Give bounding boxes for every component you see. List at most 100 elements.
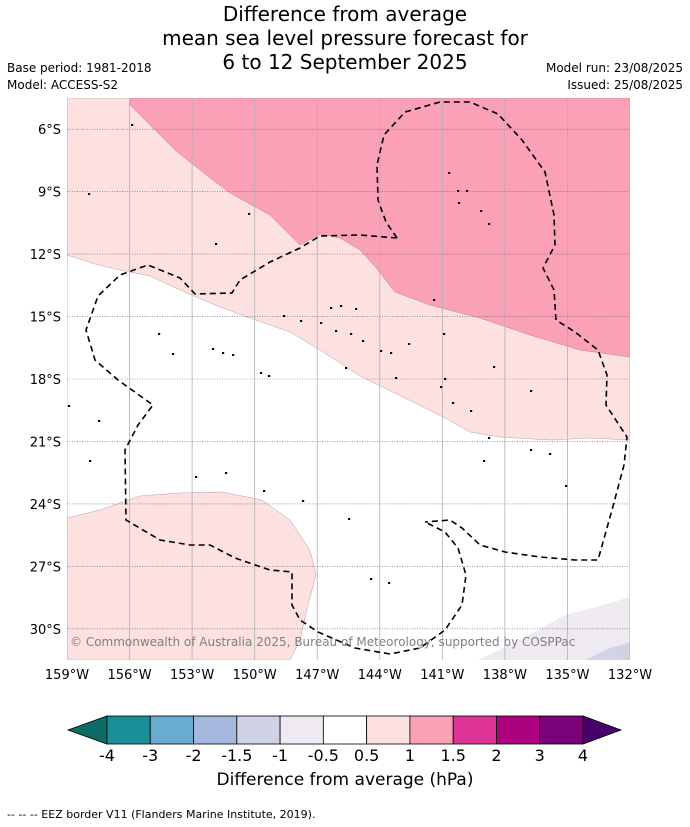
longitude-tick-label: 132°W (608, 668, 652, 683)
latitude-tick-label: 21°S (30, 435, 61, 450)
island (433, 299, 436, 301)
island (408, 343, 411, 345)
base-period: Base period: 1981-2018 (7, 61, 152, 75)
island (350, 333, 353, 335)
island (225, 472, 228, 474)
meta-left: Base period: 1981-2018 Model: ACCESS-S2 (7, 60, 152, 94)
island (222, 352, 225, 354)
colorbar-tick-label: 4 (578, 746, 588, 765)
colorbar-swatch (452, 715, 497, 745)
colorbar-swatch (279, 715, 324, 745)
island (283, 315, 286, 317)
island (212, 348, 215, 350)
island (470, 410, 473, 412)
island (390, 352, 393, 354)
island (362, 340, 365, 342)
island (345, 367, 348, 369)
longitude-tick-label: 150°W (233, 668, 277, 683)
title-line-1: Difference from average (222, 2, 468, 26)
island (448, 172, 451, 174)
island (348, 518, 351, 520)
island (98, 420, 101, 422)
island (355, 308, 358, 310)
island (302, 500, 305, 502)
island (268, 375, 271, 377)
island (488, 223, 491, 225)
longitude-tick-label: 144°W (358, 668, 402, 683)
longitude-tick-label: 159°W (45, 668, 89, 683)
latitude-tick-label: 15°S (30, 311, 61, 326)
colorbar-tick-label: 1 (405, 746, 415, 765)
island (488, 437, 491, 439)
colorbar-tick-label: -2 (186, 746, 202, 765)
colorbar-swatch (322, 715, 368, 745)
colorbar-swatch (409, 715, 454, 745)
colorbar-label: Difference from average (hPa) (216, 770, 474, 790)
latitude-tick-label: 6°S (38, 123, 61, 138)
longitude-tick-label: 147°W (295, 668, 339, 683)
island (388, 582, 391, 584)
island (530, 390, 533, 392)
colorbar-tick-label: 0.5 (354, 746, 379, 765)
copyright-text: © Commonwealth of Australia 2025, Bureau… (70, 635, 575, 649)
island (89, 460, 92, 462)
model-run: Model run: 23/08/2025 (545, 61, 683, 75)
latitude-tick-labels: 6°S 9°S 12°S 15°S 18°S 21°S 24°S 27°S 30°S (30, 123, 61, 638)
anomaly-area-minus1-to-minus1.5 (585, 642, 630, 660)
island (300, 320, 303, 322)
title-line-3: 6 to 12 September 2025 (222, 50, 468, 74)
colorbar-under-arrow (66, 715, 108, 745)
island (215, 243, 218, 245)
island (320, 322, 323, 324)
island (260, 372, 263, 374)
colorbar-swatch (149, 715, 194, 745)
island (565, 485, 568, 487)
longitude-tick-label: 156°W (107, 668, 151, 683)
island (172, 353, 175, 355)
model-name: Model: ACCESS-S2 (7, 78, 119, 92)
island (68, 405, 71, 407)
island (232, 354, 235, 356)
longitude-tick-label: 135°W (545, 668, 589, 683)
colorbar-tick-label: -4 (99, 746, 115, 765)
meta-right: Model run: 23/08/2025 Issued: 25/08/2025 (546, 60, 683, 94)
island (444, 378, 447, 380)
latitude-tick-label: 30°S (30, 623, 61, 638)
longitude-tick-labels: 159°W 156°W 153°W 150°W 147°W 144°W 141°W 138°W… (45, 668, 652, 683)
colorbar-tick-label: 2 (491, 746, 501, 765)
island (263, 490, 266, 492)
longitude-tick-label: 153°W (170, 668, 214, 683)
longitude-tick-label: 141°W (420, 668, 464, 683)
island (88, 193, 91, 195)
colorbar-tick-label: -3 (142, 746, 158, 765)
island (493, 366, 496, 368)
chart-title: Difference from average mean sea level p… (0, 2, 690, 74)
island (440, 386, 443, 388)
island (549, 453, 552, 455)
island (483, 460, 486, 462)
colorbar-tick-label: -1.5 (221, 746, 252, 765)
island (466, 190, 469, 192)
islands (68, 124, 568, 584)
colorbar-tick-label: 1.5 (440, 746, 465, 765)
island (443, 333, 446, 335)
colorbar-swatch (106, 715, 151, 745)
island (395, 377, 398, 379)
colorbar-over-arrow (582, 715, 623, 745)
colorbar-swatch (366, 715, 411, 745)
island (458, 202, 461, 204)
issued-date: Issued: 25/08/2025 (567, 78, 683, 92)
latitude-tick-label: 9°S (38, 186, 61, 201)
latitude-tick-label: 24°S (30, 498, 61, 513)
island (340, 305, 343, 307)
island (380, 350, 383, 352)
island (195, 476, 198, 478)
longitude-tick-label: 138°W (483, 668, 527, 683)
colorbar-swatch (193, 715, 238, 745)
island (335, 330, 338, 332)
colorbar-swatch (236, 715, 281, 745)
colorbar-swatch (496, 715, 541, 745)
title-line-2: mean sea level pressure forecast for (162, 26, 528, 50)
island (480, 210, 483, 212)
